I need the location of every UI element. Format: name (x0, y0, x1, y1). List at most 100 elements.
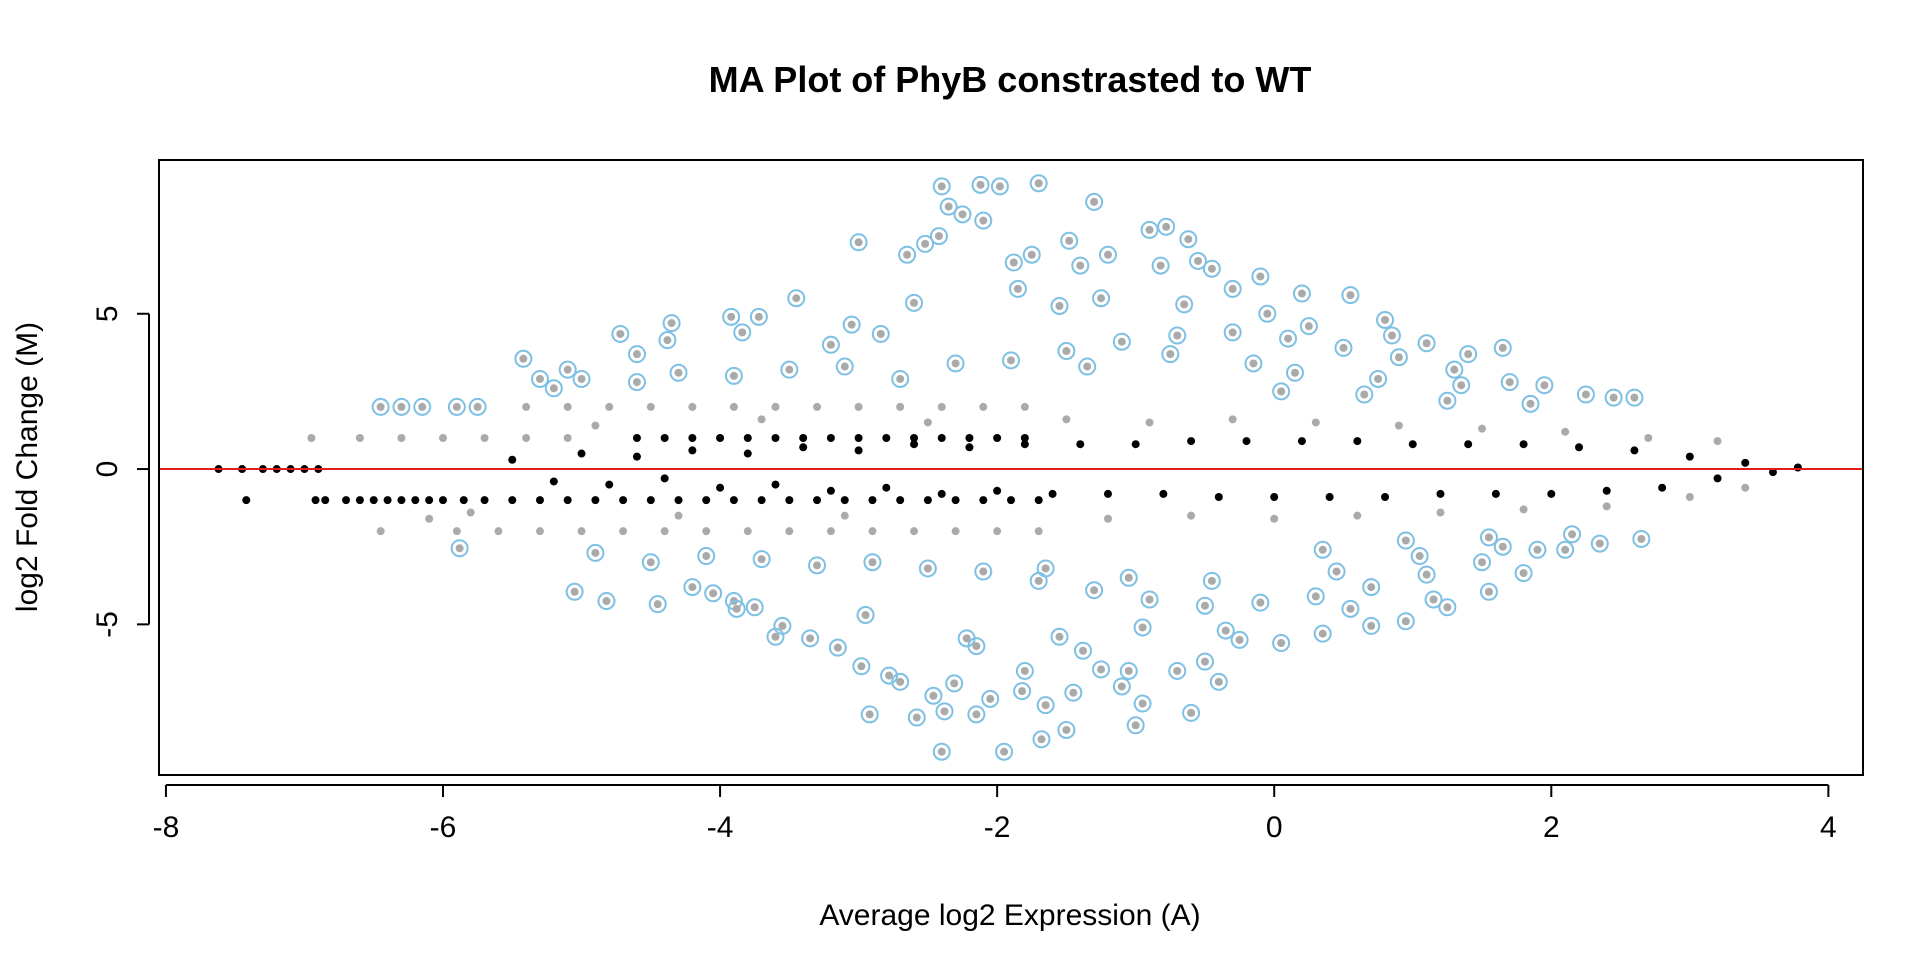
significant-point-ring (1514, 564, 1533, 583)
point-significant (833, 643, 842, 652)
point-moderate (535, 527, 544, 536)
point-significant (958, 210, 967, 219)
point-significant (854, 238, 863, 247)
point-significant (1367, 621, 1376, 630)
point-not-significant (563, 496, 572, 505)
point-moderate (785, 527, 794, 536)
point-moderate (1228, 415, 1237, 424)
significant-point-ring (1126, 716, 1145, 735)
significant-point-ring (641, 553, 660, 572)
significant-point-ring (1299, 317, 1318, 336)
point-not-significant (1034, 496, 1043, 505)
significant-point-ring (946, 354, 965, 373)
point-significant (1194, 256, 1203, 265)
point-not-significant (1630, 446, 1639, 455)
point-moderate (729, 402, 738, 411)
significant-point-ring (981, 689, 1000, 708)
significant-point-ring (1133, 618, 1152, 637)
significant-point-ring (752, 550, 771, 569)
significant-point-ring (371, 397, 390, 416)
significant-point-ring (808, 556, 827, 575)
significant-point-ring (1064, 683, 1083, 702)
point-moderate (397, 433, 406, 442)
significant-point-ring (1382, 326, 1401, 345)
point-not-significant (605, 480, 614, 489)
point-significant (1284, 334, 1293, 343)
significant-point-ring (1057, 342, 1076, 361)
significant-point-ring (1389, 348, 1408, 367)
significant-point-ring (953, 205, 972, 224)
point-moderate (646, 402, 655, 411)
point-significant (868, 558, 877, 567)
significant-point-ring (905, 293, 924, 312)
significant-point-ring (1223, 279, 1242, 298)
point-not-significant (771, 433, 780, 442)
point-not-significant (688, 433, 697, 442)
point-significant (1277, 638, 1286, 647)
point-moderate (605, 402, 614, 411)
significant-point-ring (990, 177, 1009, 196)
significant-point-ring (1151, 256, 1170, 275)
point-significant (910, 298, 919, 307)
point-significant (1526, 399, 1535, 408)
point-significant (1138, 623, 1147, 632)
point-not-significant (1602, 486, 1611, 495)
point-significant (934, 232, 943, 241)
significant-point-ring (1195, 596, 1214, 615)
significant-point-ring (860, 705, 879, 724)
significant-point-ring (1438, 598, 1457, 617)
point-not-significant (1048, 489, 1057, 498)
significant-point-ring (413, 397, 432, 416)
significant-point-ring (697, 547, 716, 566)
significant-point-ring (821, 335, 840, 354)
significant-point-ring (1590, 534, 1609, 553)
x-axis: -8 -6 -4 -2 0 2 4 (153, 784, 1837, 844)
point-significant (1249, 359, 1258, 368)
significant-point-ring (1244, 354, 1263, 373)
significant-point-ring (1029, 174, 1048, 193)
point-moderate (813, 402, 822, 411)
significant-point-ring (1022, 245, 1041, 264)
point-not-significant (743, 433, 752, 442)
point-not-significant (1007, 496, 1015, 505)
significant-point-ring (1202, 571, 1221, 590)
point-significant (1018, 687, 1027, 696)
point-significant (951, 359, 960, 368)
point-significant (1478, 558, 1487, 567)
significant-point-ring (852, 657, 871, 676)
significant-point-ring (1556, 540, 1575, 559)
point-significant (1041, 701, 1050, 710)
point-moderate (1187, 511, 1196, 520)
point-significant (1595, 539, 1604, 548)
point-moderate (771, 402, 780, 411)
point-moderate (1394, 421, 1403, 430)
point-significant (1311, 592, 1320, 601)
point-moderate (937, 402, 946, 411)
point-significant (1200, 601, 1209, 610)
point-significant (1207, 576, 1216, 585)
point-moderate (896, 402, 905, 411)
significant-point-ring (1157, 217, 1176, 236)
significant-point-ring (586, 543, 605, 562)
point-not-significant (1187, 437, 1196, 446)
point-not-significant (369, 496, 378, 505)
point-significant (962, 634, 971, 643)
x-tick-label: 0 (1266, 811, 1283, 844)
point-significant (1103, 250, 1112, 259)
significant-point-ring (627, 345, 646, 364)
point-not-significant (826, 486, 835, 495)
significant-point-ring (863, 553, 882, 572)
point-significant (1187, 708, 1196, 717)
significant-point-ring (544, 379, 563, 398)
point-not-significant (1020, 433, 1029, 442)
point-significant (757, 555, 766, 564)
significant-point-ring (572, 369, 591, 388)
point-not-significant (1491, 489, 1500, 498)
point-significant (473, 402, 482, 411)
point-significant (778, 621, 787, 630)
point-significant (986, 694, 995, 703)
point-not-significant (1353, 437, 1362, 446)
point-significant (1090, 586, 1099, 595)
significant-point-ring (1313, 624, 1332, 643)
point-moderate (1311, 418, 1320, 427)
